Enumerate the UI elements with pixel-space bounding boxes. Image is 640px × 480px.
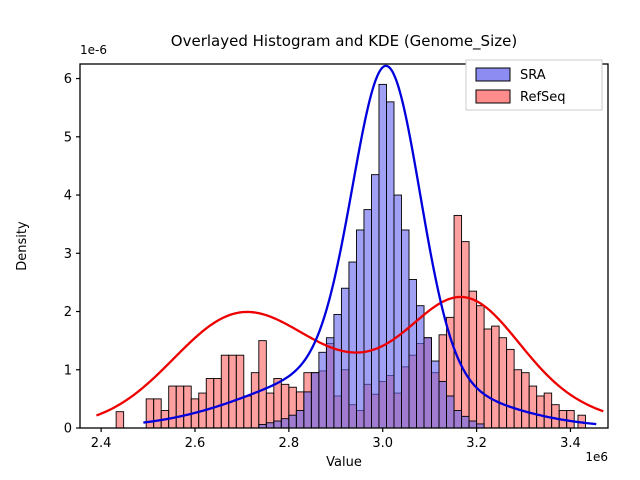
histogram-bar-refseq (115, 411, 125, 429)
histogram-bar-sra (273, 420, 282, 429)
x-tick-label: 2.6 (185, 436, 206, 451)
histogram-bar-refseq (476, 305, 485, 429)
histogram-bar-refseq (258, 340, 267, 429)
histogram-bar-sra (393, 194, 402, 429)
histogram-bar-refseq (513, 369, 523, 429)
histogram-bar-sra (288, 414, 297, 429)
histogram-bar-sra (340, 287, 350, 429)
y-tick-label: 2 (64, 305, 72, 320)
histogram-bar-sra (438, 380, 448, 429)
histogram-bar-refseq (183, 385, 192, 429)
y-axis-label: Density (15, 221, 30, 271)
histogram-bar-refseq (235, 354, 245, 429)
histogram-bar-refseq (145, 398, 155, 429)
x-axis-ticks: 2.4 2.6 2.8 3.0 3.2 3.4 (91, 428, 581, 451)
histogram-bar-sra (333, 313, 342, 429)
y-tick-label: 5 (64, 130, 72, 145)
y-tick-label: 6 (64, 72, 72, 87)
histogram-bar-refseq (250, 372, 260, 429)
x-axis-offset-label: 1e6 (585, 450, 608, 464)
histogram-bar-sra (363, 209, 372, 429)
histogram-bar-refseq (491, 325, 500, 429)
x-axis-label: Value (326, 455, 362, 470)
histogram-bar-sra (325, 337, 335, 429)
histogram-bar-refseq (220, 354, 230, 429)
histogram-bar-sra (431, 360, 440, 429)
histogram-bar-refseq (453, 214, 463, 429)
histogram-bar-sra (423, 337, 432, 429)
histogram-bar-refseq (506, 348, 515, 429)
histogram-bar-sra (303, 391, 312, 429)
histogram-bar-refseq (498, 337, 508, 429)
axes-spines (79, 63, 609, 429)
y-tick-label: 3 (64, 247, 72, 262)
histogram-bar-refseq (566, 410, 575, 429)
y-tick-label: 4 (64, 189, 72, 204)
histogram-bar-refseq (468, 290, 478, 429)
histogram-bar-refseq (536, 395, 545, 429)
legend-label-refseq: RefSeq (520, 90, 566, 105)
histogram-bar-refseq (483, 328, 493, 429)
kde-curve-refseq (96, 295, 604, 417)
histogram-bar-sra (468, 420, 478, 429)
histogram-bar-refseq (243, 395, 252, 429)
histogram-bar-sra (280, 418, 290, 429)
histogram-bar-sra (461, 415, 470, 429)
y-tick-label: 0 (64, 422, 72, 437)
y-axis-offset-label: 1e-6 (80, 43, 107, 57)
histogram-bar-refseq (205, 378, 215, 429)
histogram-bar-refseq (168, 385, 177, 429)
x-tick-label: 3.4 (560, 436, 581, 451)
histogram-bar-sra (416, 305, 425, 429)
x-tick-label: 2.8 (279, 436, 300, 451)
histogram-bar-sra (265, 422, 275, 429)
histogram-bar-sra (446, 395, 455, 429)
histogram-bar-refseq (228, 354, 237, 429)
histogram-bar-sra (386, 101, 395, 429)
legend-swatch-sra (475, 67, 511, 82)
histogram-bar-refseq (213, 378, 222, 429)
histogram-bar-sra (408, 279, 417, 429)
histogram-bar-refseq (153, 398, 162, 429)
histogram-bar-refseq (551, 404, 560, 429)
chart-title: Overlayed Histogram and KDE (Genome_Size… (171, 32, 517, 51)
x-tick-label: 2.4 (91, 436, 112, 451)
x-tick-label: 3.0 (372, 436, 393, 451)
legend-label-sra: SRA (520, 68, 546, 83)
histogram-bar-sra (371, 174, 380, 429)
histogram-bar-sra (318, 351, 327, 429)
histogram-bar-sra (348, 261, 357, 429)
histogram-bar-refseq (521, 372, 530, 429)
y-tick-label: 1 (64, 363, 72, 378)
histogram-bar-refseq (175, 385, 185, 429)
x-tick-label: 3.2 (466, 436, 487, 451)
histogram-bar-sra (355, 229, 365, 429)
histogram-bar-refseq (528, 385, 538, 429)
legend-swatch-refseq (475, 89, 511, 104)
chart-legend[interactable]: SRA RefSeq (465, 59, 603, 111)
kde-curve-sra (143, 64, 597, 426)
y-axis-ticks: 0 1 2 3 4 5 6 (64, 72, 80, 437)
histogram-bar-refseq (543, 392, 553, 429)
histogram-bar-sra (378, 83, 387, 429)
histogram-bar-sra (453, 410, 463, 429)
histogram-bar-refseq (461, 241, 470, 429)
histogram-bar-sra (295, 410, 305, 429)
histogram-bar-sra (310, 372, 320, 429)
